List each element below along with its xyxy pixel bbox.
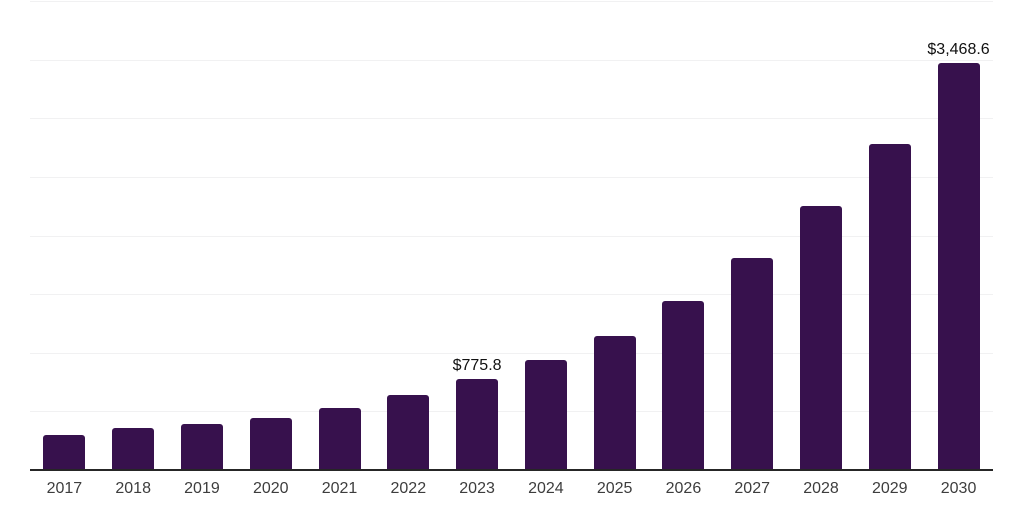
plot-area: $775.8 $3,468.6 [30, 1, 993, 471]
gridline-3000 [30, 118, 993, 120]
x-tick-label-2026: 2026 [665, 480, 702, 497]
bar-value-label-2023: $775.8 [452, 357, 502, 374]
bar-2030 [937, 63, 980, 470]
bar-2029 [868, 143, 911, 470]
gridline-2500 [30, 176, 993, 178]
bar-2017 [43, 435, 86, 470]
bar-group-2030: $3,468.6 [924, 1, 993, 470]
bar-group-2020 [236, 1, 305, 470]
bar-2024 [524, 359, 567, 470]
x-tick-label-2028: 2028 [803, 480, 839, 497]
bar-2027 [731, 258, 774, 470]
gridline-2000 [30, 235, 993, 237]
bar-group-2027 [718, 1, 787, 470]
gridline-1500 [30, 294, 993, 296]
gridline-500 [30, 411, 993, 413]
x-tick-label-2024: 2024 [528, 480, 564, 497]
bar-2028 [799, 206, 842, 470]
x-tick-label-2023: 2023 [459, 480, 495, 497]
bar-2025 [593, 335, 636, 470]
bar-group-2026 [649, 1, 718, 470]
bar-value-label-2030: $3,468.6 [927, 41, 990, 59]
x-tick-label-2020: 2020 [252, 480, 289, 497]
x-axis-tick-labels: 2017 2018 2019 2020 2021 2022 2023 2024 2025 2026… [30, 479, 993, 498]
bar-group-2019 [168, 1, 237, 470]
gridline-4000 [30, 1, 993, 2]
bar-group-2029 [855, 1, 924, 470]
x-tick-label-2021: 2021 [321, 480, 358, 497]
gridlines [30, 1, 993, 470]
x-axis-line [30, 469, 993, 471]
bar-2021 [318, 407, 361, 470]
x-tick-label-2029: 2029 [871, 480, 908, 497]
bar-2026 [662, 300, 705, 470]
bar-2023 [456, 379, 499, 470]
gridline-3500 [30, 59, 993, 61]
bar-group-2025 [580, 1, 649, 470]
x-tick-label-2019: 2019 [184, 480, 220, 497]
bar-2022 [387, 395, 430, 470]
bar-group-2021 [305, 1, 374, 470]
bar-2019 [180, 424, 223, 470]
bar-2020 [249, 417, 292, 470]
gridline-1000 [30, 352, 993, 354]
x-tick-label-2027: 2027 [734, 480, 770, 497]
bar-group-2018 [99, 1, 168, 470]
bar-group-2022 [374, 1, 443, 470]
bar-group-2017 [30, 1, 99, 470]
bar-group-2028 [787, 1, 856, 470]
x-tick-label-2030: 2030 [940, 480, 977, 497]
x-tick-label-2017: 2017 [46, 480, 83, 497]
bars-container: $775.8 $3,468.6 [30, 1, 993, 470]
x-tick-label-2018: 2018 [115, 480, 151, 497]
bar-group-2024 [511, 1, 580, 470]
bar-2018 [112, 427, 155, 470]
bar-group-2023: $775.8 [443, 1, 512, 470]
x-tick-label-2022: 2022 [390, 480, 427, 497]
x-tick-label-2025: 2025 [596, 480, 633, 497]
